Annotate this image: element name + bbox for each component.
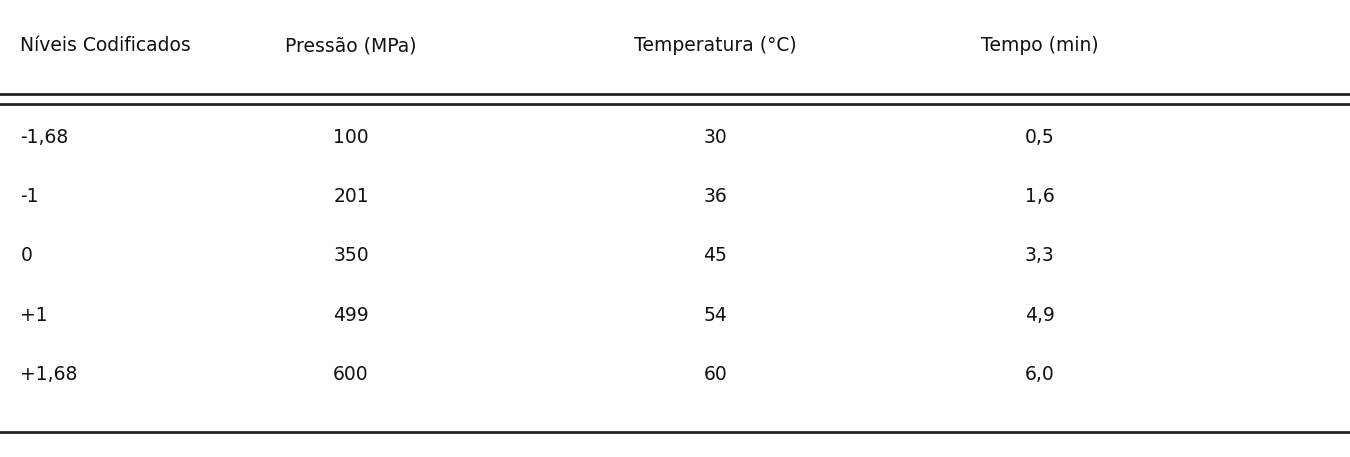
Text: 6,0: 6,0 (1025, 365, 1054, 384)
Text: Temperatura (°C): Temperatura (°C) (634, 36, 796, 55)
Text: Níveis Codificados: Níveis Codificados (20, 36, 190, 55)
Text: 4,9: 4,9 (1025, 306, 1054, 325)
Text: 45: 45 (703, 246, 728, 266)
Text: 0,5: 0,5 (1025, 128, 1054, 147)
Text: 30: 30 (703, 128, 728, 147)
Text: 54: 54 (703, 306, 728, 325)
Text: -1: -1 (20, 187, 39, 206)
Text: 36: 36 (703, 187, 728, 206)
Text: 350: 350 (333, 246, 369, 266)
Text: 60: 60 (703, 365, 728, 384)
Text: 100: 100 (333, 128, 369, 147)
Text: +1: +1 (20, 306, 47, 325)
Text: 600: 600 (333, 365, 369, 384)
Text: -1,68: -1,68 (20, 128, 69, 147)
Text: +1,68: +1,68 (20, 365, 77, 384)
Text: 499: 499 (333, 306, 369, 325)
Text: 201: 201 (333, 187, 369, 206)
Text: 1,6: 1,6 (1025, 187, 1054, 206)
Text: 3,3: 3,3 (1025, 246, 1054, 266)
Text: Tempo (min): Tempo (min) (980, 36, 1099, 55)
Text: Pressão (MPa): Pressão (MPa) (285, 36, 417, 55)
Text: 0: 0 (20, 246, 32, 266)
